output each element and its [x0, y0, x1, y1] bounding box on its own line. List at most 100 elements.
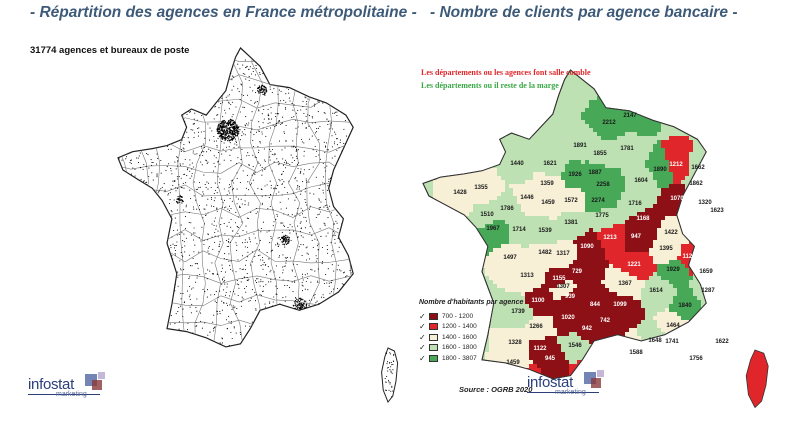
department-value: 1887	[588, 170, 602, 176]
department-value: 1381	[564, 220, 578, 226]
department-value: 1257	[580, 367, 594, 373]
department-value: 1929	[666, 267, 680, 273]
department-value: 1155	[552, 276, 566, 282]
department-value: 1428	[453, 190, 467, 196]
infostat-logo: infostat marketing	[527, 370, 617, 404]
department-value: 1648	[648, 338, 662, 344]
department-value: 1482	[538, 250, 552, 256]
department-value: 1395	[659, 246, 673, 252]
department-value: 1313	[520, 273, 534, 279]
department-value: 1212	[669, 162, 683, 168]
department-value: 942	[582, 326, 593, 332]
department-value: 1459	[506, 360, 520, 366]
department-border	[118, 161, 354, 176]
department-value: 1275	[610, 382, 624, 388]
check-icon: ✓	[419, 332, 426, 342]
department-value: 1287	[701, 288, 715, 294]
department-value: 2258	[596, 182, 610, 188]
department-value: 939	[565, 294, 576, 300]
department-value: 1317	[556, 251, 570, 257]
check-icon: ✓	[419, 353, 426, 363]
department-value: 1621	[543, 161, 557, 167]
legend-swatch	[429, 312, 438, 320]
department-value: 1213	[603, 235, 617, 241]
department-value: 1144	[765, 389, 779, 395]
department-value: 1604	[634, 178, 648, 184]
department-border	[248, 48, 263, 344]
department-value: 1840	[678, 303, 692, 309]
department-border	[118, 182, 354, 197]
department-value: 1756	[689, 356, 703, 362]
department-value: 1307	[556, 284, 570, 290]
department-value: 1355	[474, 185, 488, 191]
department-border	[344, 48, 354, 344]
infostat-logo: infostat marketing	[28, 372, 118, 406]
department-value: 1775	[595, 213, 609, 219]
legend-label: 1400 - 1600	[442, 333, 477, 341]
department-value: 1539	[538, 228, 552, 234]
department-value: 1614	[649, 288, 663, 294]
department-value: 1210	[692, 214, 706, 220]
department-value: 1440	[510, 161, 524, 167]
department-value: 742	[600, 318, 611, 324]
department-value: 1052	[601, 373, 615, 379]
department-value: 1967	[486, 226, 500, 232]
department-value: 1622	[715, 339, 729, 345]
legend-title: Nombre d'habitants par agence	[419, 299, 524, 306]
legend-swatch	[429, 323, 438, 330]
department-value: 1020	[561, 315, 575, 321]
department-value: 1266	[529, 324, 543, 330]
department-value: 1662	[691, 165, 705, 171]
legend-item: ✓ 1600 - 1800	[419, 343, 539, 353]
department-value: 1367	[618, 281, 632, 287]
legend-item: ✓ 1400 - 1600	[419, 332, 539, 342]
check-icon: ✓	[419, 343, 426, 352]
legend-swatch	[429, 333, 438, 341]
department-value: 1359	[540, 181, 554, 187]
department-value: 1070	[670, 196, 684, 202]
department-value: 1168	[636, 216, 650, 222]
department-border	[268, 48, 280, 344]
legend-label: 1600 - 1800	[442, 344, 477, 351]
department-value: 1126	[682, 254, 696, 260]
department-value: 1890	[653, 167, 667, 173]
department-value: 1221	[627, 262, 641, 268]
department-value: 1510	[480, 212, 494, 218]
note-full-departments: Les départements ou les agences font sal…	[421, 68, 591, 77]
department-value: 2212	[602, 120, 616, 126]
legend-label: 700 - 1200	[442, 312, 474, 320]
department-value: 1464	[666, 323, 680, 329]
department-value: 2274	[591, 198, 605, 204]
panel-agency-distribution: 31774 agences et bureaux de poste infost…	[0, 30, 400, 425]
title-right: - Nombre de clients par agence bancaire …	[430, 4, 738, 21]
department-value: 947	[631, 234, 642, 240]
department-value: 1422	[664, 230, 678, 236]
source-label: Source : OGRB 2020	[459, 385, 533, 394]
department-value: 1786	[500, 206, 514, 212]
panel-clients-per-agency: 2212 2147 1891 1855 1781 1440 1621 1890 1212 1662…	[405, 30, 790, 425]
department-value: 1855	[593, 151, 607, 157]
department-value: 2147	[623, 113, 637, 119]
department-value: 844	[590, 302, 601, 308]
department-value: 1188	[551, 383, 565, 389]
corsica-agency-dots	[384, 352, 395, 398]
department-value: 1122	[533, 346, 547, 352]
department-border	[229, 48, 244, 344]
legend: Nombre d'habitants par agence ✓ 700 - 12…	[419, 299, 539, 364]
department-value: 1741	[665, 339, 679, 345]
legend-label: 1800 - 3807	[442, 354, 477, 362]
department-value: 1497	[503, 255, 517, 261]
legend-swatch	[429, 344, 438, 351]
department-value: 1862	[689, 181, 703, 187]
department-value: 1459	[541, 200, 555, 206]
title-left: - Répartition des agences en France métr…	[30, 4, 417, 21]
department-value: 729	[572, 269, 583, 275]
department-value: 1714	[512, 227, 526, 233]
department-value: 1781	[620, 146, 634, 152]
department-value: 1623	[710, 208, 724, 214]
department-value: 1090	[580, 244, 594, 250]
department-border	[118, 48, 131, 344]
department-value: 1739	[511, 309, 525, 315]
department-value: 1099	[613, 302, 627, 308]
